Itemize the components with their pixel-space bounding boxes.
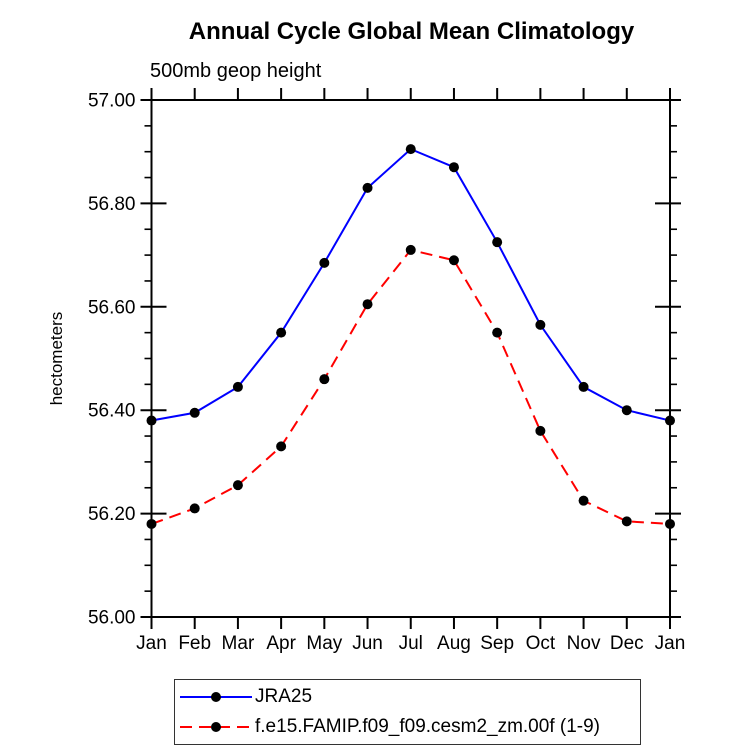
y-tick-label: 56.60 [88,297,136,318]
data-point-marker [189,503,200,514]
data-point-marker [535,425,546,436]
x-axis: Jan Feb Mar Apr May Jun Jul Aug Sep Oct Nov Dec Jan [136,88,685,654]
x-tick-label: Mar [222,633,255,654]
data-point-marker [146,518,157,529]
data-point-marker [578,381,589,392]
series-line [151,147,671,422]
y-tick-label: 56.80 [88,194,136,215]
data-point-marker [146,415,157,426]
y-axis: 56.00 56.20 56.40 56.60 56.80 57.00 [88,91,681,629]
x-tick-label: Nov [567,633,601,654]
series-line [151,248,671,525]
legend-item-famip: f.e15.FAMIP.f09_f09.cesm2_zm.00f (1-9) [178,715,640,739]
data-point-marker [621,405,632,416]
series-jra25 [146,144,675,426]
data-point-marker [448,255,459,266]
legend: JRA25 f.e15.FAMIP.f09_f09.cesm2_zm.00f (… [174,679,641,745]
data-point-marker [665,415,675,426]
data-point-marker [535,319,546,330]
data-point-marker [405,144,416,155]
x-tick-label: Feb [178,633,211,654]
data-point-marker [448,162,459,173]
y-tick-label: 56.40 [88,401,136,422]
x-tick-label: Jan [136,633,167,654]
data-point-marker [621,516,632,527]
y-tick-label: 56.20 [88,504,136,525]
data-point-marker [319,257,330,268]
data-point-marker [492,327,503,338]
x-tick-label: Jan [655,633,686,654]
x-tick-label: Dec [610,633,644,654]
x-tick-label: Oct [526,633,556,654]
axes [150,99,671,618]
x-tick-label: Jun [352,633,383,654]
data-point-marker [276,441,287,452]
x-tick-label: Jul [399,633,423,654]
legend-label: JRA25 [255,686,313,708]
data-point-marker [276,327,287,338]
chart-subtitle: 500mb geop height [150,60,322,82]
data-point-marker [362,182,373,193]
legend-sample-dashed-line-icon [180,721,252,732]
data-point-marker [492,237,503,248]
legend-label: f.e15.FAMIP.f09_f09.cesm2_zm.00f (1-9) [255,715,600,737]
legend-item-jra25: JRA25 [178,685,640,709]
chart-title: Annual Cycle Global Mean Climatology [0,18,733,46]
series-famip [146,244,675,529]
legend-sample-line-icon [180,692,252,703]
data-point-marker [319,374,330,385]
data-point-marker [232,480,243,491]
y-axis-title: hectometers [47,312,66,406]
x-tick-label: May [306,633,342,654]
data-point-marker [232,381,243,392]
x-tick-label: Apr [266,633,296,654]
x-tick-label: Sep [480,633,514,654]
x-tick-label: Aug [437,633,471,654]
data-point-marker [578,495,589,506]
y-tick-label: 57.00 [88,91,136,112]
data-point-marker [405,244,416,255]
chart-title-text: Annual Cycle Global Mean Climatology [188,18,635,45]
y-tick-label: 56.00 [88,608,136,629]
data-point-marker [189,407,200,418]
data-point-marker [665,518,675,529]
data-point-marker [362,299,373,310]
